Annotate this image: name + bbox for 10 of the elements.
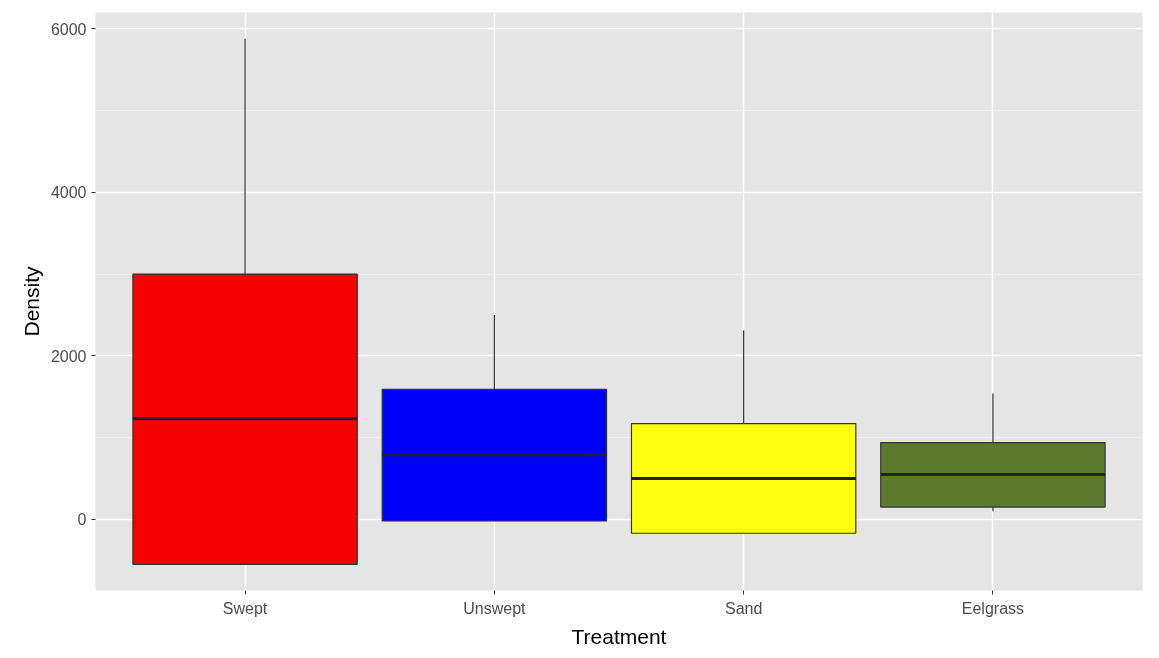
- y-axis-title: Density: [19, 265, 43, 337]
- y-tick-label: 0: [77, 511, 87, 529]
- y-tick-label: 6000: [50, 20, 87, 38]
- x-tick-label: Eelgrass: [961, 599, 1025, 617]
- x-tick-label: Swept: [222, 599, 268, 617]
- x-axis-title: Treatment: [571, 624, 667, 648]
- y-tick-label: 2000: [50, 347, 87, 365]
- x-tick-label: Unswept: [463, 599, 527, 617]
- y-tick-label: 4000: [50, 184, 87, 202]
- x-tick-label: Sand: [724, 599, 763, 617]
